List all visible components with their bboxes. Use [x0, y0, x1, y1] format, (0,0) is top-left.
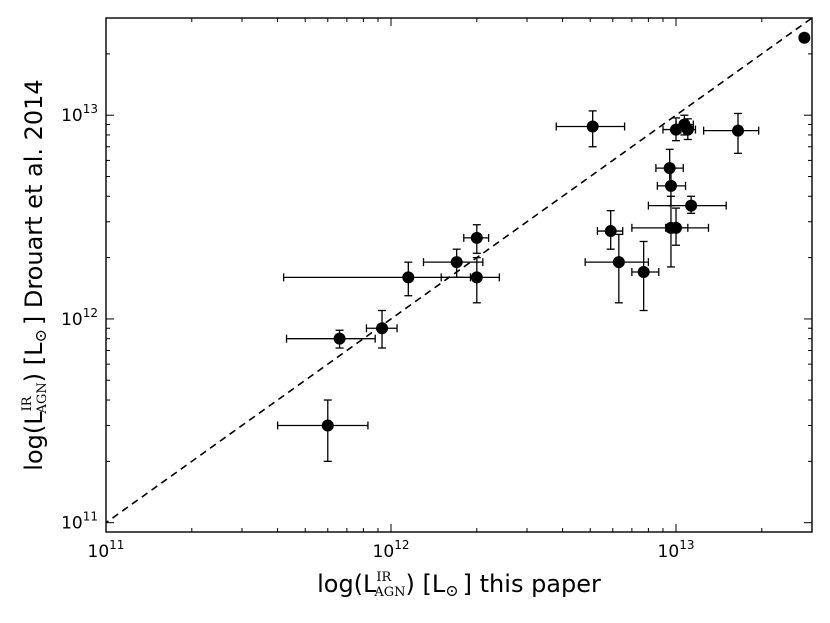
error-bar: [285, 329, 376, 349]
x-axis-title-prefix: log(L: [317, 570, 377, 598]
x-axis-title: log(LIR AGN) [L⊙ ] this paper: [317, 570, 601, 600]
data-point: [402, 271, 415, 284]
x-tick-label: 1012: [373, 538, 410, 562]
data-point: [450, 256, 463, 269]
y-axis-title-prefix: log(L: [20, 411, 48, 471]
x-tick-label: 1011: [88, 538, 125, 562]
data-point: [376, 322, 389, 335]
tick-label-base: 10: [61, 514, 83, 534]
plot-frame: [105, 17, 813, 533]
data-point: [333, 332, 346, 345]
tick-label-exponent: 11: [109, 538, 124, 552]
tick-label-base: 10: [88, 542, 110, 562]
data-point: [470, 231, 483, 244]
error-bar: [276, 399, 369, 462]
x-axis-title-sup: IR: [376, 570, 392, 585]
error-bar: [702, 112, 760, 154]
tick-label-exponent: 13: [83, 102, 98, 116]
tick-label-base: 10: [61, 310, 83, 330]
error-bar: [282, 261, 472, 297]
tick-label-base: 10: [373, 542, 395, 562]
tick-label-exponent: 11: [83, 510, 98, 524]
data-point: [470, 271, 483, 284]
y-tick-label: 1013: [61, 102, 98, 126]
tick-label-exponent: 12: [394, 538, 409, 552]
tick-label-exponent: 12: [83, 306, 98, 320]
data-point: [670, 221, 683, 234]
tick-label-base: 10: [658, 542, 680, 562]
x-axis-title-sub: AGN: [373, 585, 405, 600]
y-axis-title-sun: ⊙: [31, 329, 50, 342]
data-point: [663, 162, 676, 175]
error-bar-layer: [276, 33, 809, 462]
y-axis-title-sup: IR: [20, 395, 35, 411]
data-point: [637, 265, 650, 278]
tick-label-base: 10: [61, 106, 83, 126]
x-axis-title-sun: ⊙: [445, 581, 458, 600]
y-axis-title-sub: AGN: [35, 382, 50, 414]
x-tick-label: 1013: [658, 538, 695, 562]
x-axis-title-mid: ) [L: [406, 570, 446, 598]
data-point: [732, 124, 745, 137]
y-tick-label: 1011: [61, 510, 98, 534]
data-point: [685, 199, 698, 212]
y-axis-title: log(LIRAGN) [L⊙ ] Drouart et al. 2014: [20, 79, 50, 470]
y-axis-title-mid: ) [L: [20, 342, 48, 382]
data-point: [612, 256, 625, 269]
data-point: [604, 225, 617, 238]
data-point-layer: [321, 31, 811, 432]
data-point: [664, 179, 677, 192]
tick-label-exponent: 13: [679, 538, 694, 552]
y-axis-title-suffix: ] Drouart et al. 2014: [20, 79, 48, 325]
y-tick-label: 1012: [61, 306, 98, 330]
data-point: [321, 419, 334, 432]
one-to-one-reference-line: [106, 18, 812, 524]
data-point: [586, 120, 599, 133]
data-point: [681, 123, 694, 136]
x-axis-title-suffix: ] this paper: [463, 570, 601, 598]
data-point: [798, 31, 811, 44]
reference-line-layer: [106, 18, 812, 524]
